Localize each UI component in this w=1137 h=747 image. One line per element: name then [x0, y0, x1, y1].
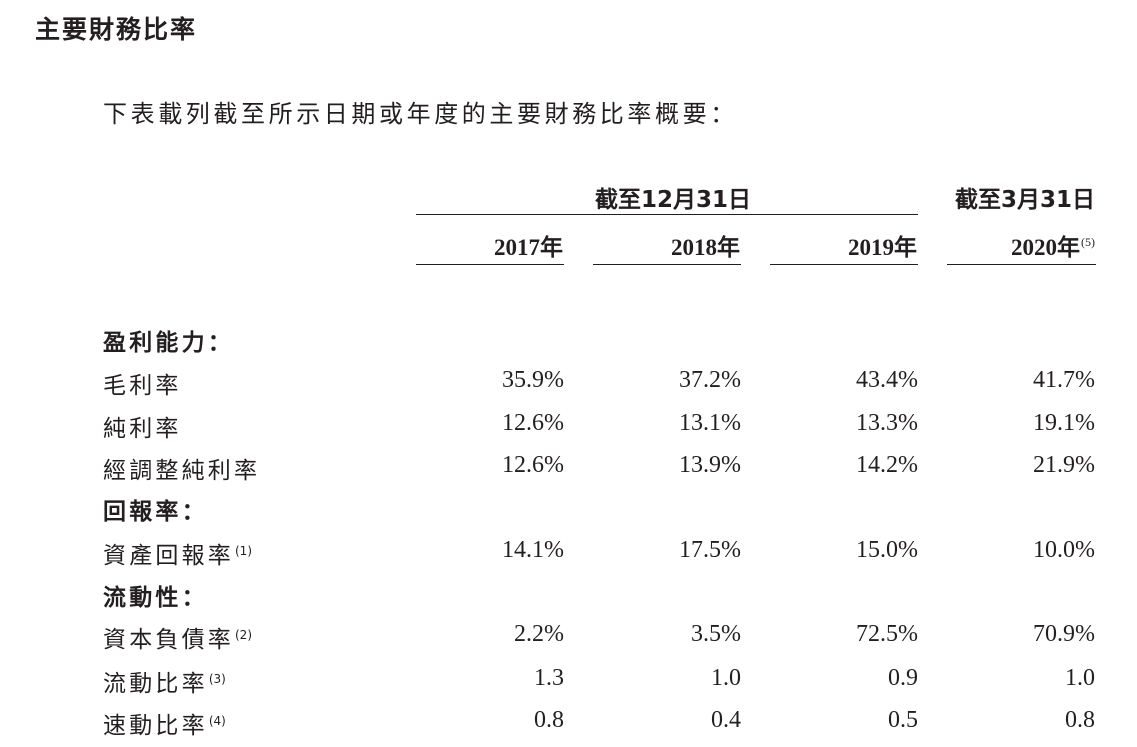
year-header-2017: 2017年 — [494, 235, 563, 261]
table-cell: 35.9% — [502, 367, 564, 393]
page-title: 主要財務比率 — [35, 15, 198, 44]
table-cell: 17.5% — [679, 537, 741, 563]
row-label-text: 純利率 — [103, 416, 182, 442]
table-cell: 21.9% — [1033, 452, 1095, 478]
year-underline-2019 — [770, 264, 918, 265]
table-cell: 13.3% — [856, 410, 918, 436]
row-label: 速動比率(4) — [103, 706, 226, 740]
row-label-text: 毛利率 — [103, 373, 182, 399]
table-cell: 13.9% — [679, 452, 741, 478]
year-header-2019: 2019年 — [848, 235, 917, 261]
year-underline-2017 — [416, 264, 564, 265]
table-cell: 12.6% — [502, 410, 564, 436]
row-label-text: 流動比率 — [103, 671, 208, 697]
table-cell: 1.0 — [1065, 665, 1095, 691]
row-label-text: 速動比率 — [103, 713, 208, 739]
table-cell: 72.5% — [856, 621, 918, 647]
table-cell: 37.2% — [679, 367, 741, 393]
row-label-text: 資本負債率 — [103, 627, 234, 653]
row-label: 資本負債率(2) — [103, 620, 252, 654]
row-label-text: 回報率： — [103, 499, 208, 525]
table-cell: 1.0 — [711, 665, 741, 691]
table-cell: 19.1% — [1033, 410, 1095, 436]
table-cell: 1.3 — [534, 665, 564, 691]
table-cell: 0.8 — [1065, 707, 1095, 733]
section-heading: 回報率： — [103, 492, 208, 526]
row-label: 流動比率(3) — [103, 664, 226, 698]
footnote-marker: (4) — [208, 714, 226, 728]
group-underline-december — [416, 214, 918, 215]
table-cell: 2.2% — [514, 621, 564, 647]
header-group-march: 截至3月31日 — [954, 187, 1095, 213]
table-cell: 70.9% — [1033, 621, 1095, 647]
table-cell: 3.5% — [691, 621, 741, 647]
row-label: 純利率 — [103, 409, 182, 443]
row-label-text: 盈利能力： — [103, 330, 234, 356]
table-cell: 43.4% — [856, 367, 918, 393]
table-cell: 12.6% — [502, 452, 564, 478]
year-underline-2018 — [593, 264, 741, 265]
intro-text: 下表載列截至所示日期或年度的主要財務比率概要： — [103, 100, 738, 128]
footnote-marker: (3) — [208, 672, 226, 686]
year-header-2018: 2018年 — [671, 235, 740, 261]
footnote-marker: (1) — [235, 544, 252, 558]
row-label-text: 流動性： — [103, 585, 208, 611]
table-cell: 41.7% — [1033, 367, 1095, 393]
year-header-2020: 2020年(5) — [1011, 235, 1095, 261]
row-label: 經調整純利率 — [103, 451, 260, 485]
table-cell: 14.1% — [502, 537, 564, 563]
table-cell: 0.5 — [888, 707, 918, 733]
row-label: 資產回報率(1) — [103, 536, 252, 570]
table-cell: 13.1% — [679, 410, 741, 436]
table-cell: 0.8 — [534, 707, 564, 733]
row-label: 毛利率 — [103, 366, 182, 400]
header-group-december: 截至12月31日 — [594, 187, 751, 213]
table-cell: 14.2% — [856, 452, 918, 478]
section-heading: 盈利能力： — [103, 323, 234, 357]
row-label-text: 經調整純利率 — [103, 458, 261, 484]
year-underline-2020 — [947, 264, 1096, 265]
table-cell: 15.0% — [856, 537, 918, 563]
table-cell: 10.0% — [1033, 537, 1095, 563]
footnote-marker: (2) — [235, 628, 252, 642]
section-heading: 流動性： — [103, 578, 208, 612]
table-cell: 0.4 — [711, 707, 741, 733]
row-label-text: 資產回報率 — [103, 543, 234, 569]
table-cell: 0.9 — [888, 665, 918, 691]
